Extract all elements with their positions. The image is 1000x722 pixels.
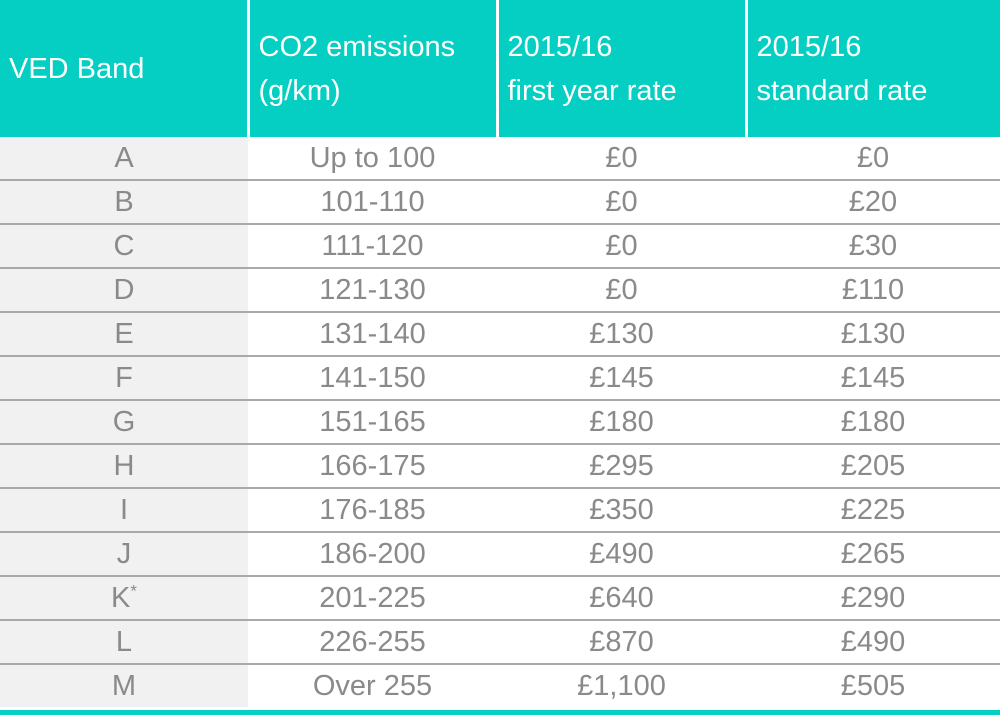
table-row-band-e: E 131-140 £130 £130 bbox=[0, 311, 1000, 356]
first-year-rate-cell: £490 bbox=[497, 531, 746, 576]
co2-emissions-cell: 121-130 bbox=[248, 267, 497, 312]
co2-emissions-cell: 201-225 bbox=[248, 575, 497, 620]
first-year-rate-cell: £295 bbox=[497, 443, 746, 488]
first-year-rate-cell: £130 bbox=[497, 311, 746, 356]
band-letter: B bbox=[114, 185, 134, 218]
standard-rate-cell: £110 bbox=[746, 267, 1000, 312]
band-letter: C bbox=[113, 229, 135, 262]
co2-emissions-cell: 166-175 bbox=[248, 443, 497, 488]
table-body: A Up to 100 £0 £0 B 101-110 £0 £20 C 111… bbox=[0, 137, 1000, 707]
ved-band-cell: H bbox=[0, 443, 248, 488]
ved-band-cell: B bbox=[0, 179, 248, 224]
first-year-rate-cell: £0 bbox=[497, 267, 746, 312]
first-year-rate-cell: £870 bbox=[497, 619, 746, 664]
header-first-year-rate: 2015/16 first year rate bbox=[495, 0, 746, 137]
standard-rate-cell: £130 bbox=[746, 311, 1000, 356]
table-row-band-f: F 141-150 £145 £145 bbox=[0, 355, 1000, 400]
first-year-rate-cell: £350 bbox=[497, 487, 746, 532]
standard-rate-cell: £30 bbox=[746, 223, 1000, 268]
standard-rate-cell: £20 bbox=[746, 179, 1000, 224]
co2-emissions-cell: Up to 100 bbox=[248, 137, 497, 180]
band-letter: G bbox=[112, 405, 136, 438]
co2-emissions-cell: 186-200 bbox=[248, 531, 497, 576]
header-co2-emissions: CO2 emissions (g/km) bbox=[246, 0, 497, 137]
co2-emissions-cell: 111-120 bbox=[248, 223, 497, 268]
table-row-band-j: J 186-200 £490 £265 bbox=[0, 531, 1000, 576]
header-standard-rate: 2015/16 standard rate bbox=[744, 0, 1000, 137]
table-header: VED Band CO2 emissions (g/km) 2015/16 fi… bbox=[0, 0, 1000, 137]
band-letter: J bbox=[116, 537, 132, 570]
table-row-band-g: G 151-165 £180 £180 bbox=[0, 399, 1000, 444]
header-co2-line1: CO2 emissions bbox=[258, 30, 456, 63]
table-row-band-m: M Over 255 £1,100 £505 bbox=[0, 663, 1000, 707]
standard-rate-cell: £145 bbox=[746, 355, 1000, 400]
header-first-year-line1: 2015/16 bbox=[507, 30, 613, 63]
co2-emissions-cell: 131-140 bbox=[248, 311, 497, 356]
ved-band-cell: K* bbox=[0, 575, 248, 620]
table-row-band-c: C 111-120 £0 £30 bbox=[0, 223, 1000, 268]
ved-band-cell: E bbox=[0, 311, 248, 356]
header-ved-band-label: VED Band bbox=[9, 52, 145, 85]
band-letter: E bbox=[114, 317, 134, 350]
standard-rate-cell: £505 bbox=[746, 663, 1000, 707]
header-standard-line2: standard rate bbox=[756, 74, 928, 107]
band-letter: A bbox=[114, 141, 134, 174]
first-year-rate-cell: £0 bbox=[497, 223, 746, 268]
first-year-rate-cell: £180 bbox=[497, 399, 746, 444]
table-row-band-l: L 226-255 £870 £490 bbox=[0, 619, 1000, 664]
co2-emissions-cell: 176-185 bbox=[248, 487, 497, 532]
table-row-band-b: B 101-110 £0 £20 bbox=[0, 179, 1000, 224]
table-row-band-d: D 121-130 £0 £110 bbox=[0, 267, 1000, 312]
co2-emissions-cell: 141-150 bbox=[248, 355, 497, 400]
band-letter: I bbox=[119, 493, 129, 526]
header-row: VED Band CO2 emissions (g/km) 2015/16 fi… bbox=[0, 0, 1000, 137]
header-co2-line2: (g/km) bbox=[258, 74, 341, 107]
header-first-year-line2: first year rate bbox=[507, 74, 677, 107]
first-year-rate-cell: £0 bbox=[497, 137, 746, 180]
table-row-band-h: H 166-175 £295 £205 bbox=[0, 443, 1000, 488]
table-row-band-k: K* 201-225 £640 £290 bbox=[0, 575, 1000, 620]
co2-emissions-cell: Over 255 bbox=[248, 663, 497, 707]
ved-band-cell: I bbox=[0, 487, 248, 532]
standard-rate-cell: £290 bbox=[746, 575, 1000, 620]
co2-emissions-cell: 101-110 bbox=[248, 179, 497, 224]
band-letter: F bbox=[115, 361, 133, 394]
ved-rates-table: VED Band CO2 emissions (g/km) 2015/16 fi… bbox=[0, 0, 1000, 707]
bottom-accent-bar bbox=[0, 710, 1000, 715]
ved-band-cell: G bbox=[0, 399, 248, 444]
standard-rate-cell: £265 bbox=[746, 531, 1000, 576]
band-letter: L bbox=[115, 625, 133, 658]
header-standard-line1: 2015/16 bbox=[756, 30, 862, 63]
band-letter: M bbox=[111, 669, 137, 702]
ved-band-cell: J bbox=[0, 531, 248, 576]
standard-rate-cell: £0 bbox=[746, 137, 1000, 180]
table-row-band-a: A Up to 100 £0 £0 bbox=[0, 137, 1000, 180]
first-year-rate-cell: £640 bbox=[497, 575, 746, 620]
standard-rate-cell: £490 bbox=[746, 619, 1000, 664]
first-year-rate-cell: £145 bbox=[497, 355, 746, 400]
co2-emissions-cell: 226-255 bbox=[248, 619, 497, 664]
band-letter: H bbox=[113, 449, 135, 482]
table-row-band-i: I 176-185 £350 £225 bbox=[0, 487, 1000, 532]
ved-band-cell: C bbox=[0, 223, 248, 268]
ved-band-cell: A bbox=[0, 137, 248, 180]
ved-band-cell: F bbox=[0, 355, 248, 400]
band-footnote-marker: * bbox=[130, 580, 137, 600]
first-year-rate-cell: £1,100 bbox=[497, 663, 746, 707]
header-ved-band: VED Band bbox=[0, 0, 248, 137]
first-year-rate-cell: £0 bbox=[497, 179, 746, 224]
band-letter: K bbox=[111, 581, 131, 614]
ved-band-cell: L bbox=[0, 619, 248, 664]
standard-rate-cell: £225 bbox=[746, 487, 1000, 532]
standard-rate-cell: £180 bbox=[746, 399, 1000, 444]
ved-band-cell: M bbox=[0, 663, 248, 707]
band-letter: D bbox=[113, 273, 135, 306]
co2-emissions-cell: 151-165 bbox=[248, 399, 497, 444]
ved-band-cell: D bbox=[0, 267, 248, 312]
standard-rate-cell: £205 bbox=[746, 443, 1000, 488]
